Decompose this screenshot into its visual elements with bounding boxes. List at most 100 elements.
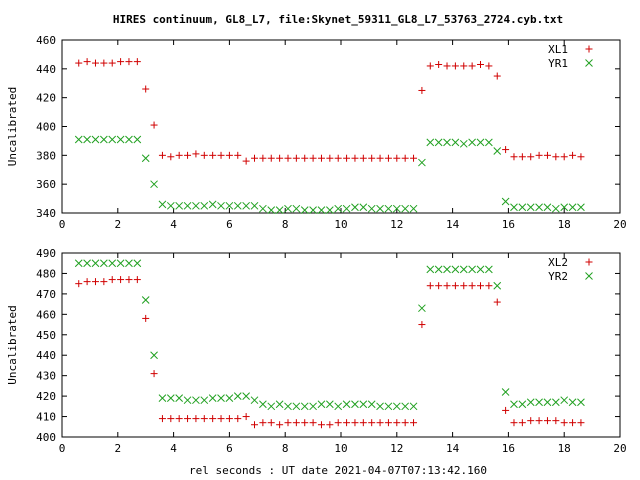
data-point <box>158 415 166 423</box>
data-point <box>225 415 233 423</box>
data-point <box>158 200 167 209</box>
data-point <box>325 400 334 409</box>
data-point <box>309 154 317 162</box>
data-point <box>468 265 476 274</box>
data-point <box>133 58 141 66</box>
data-point <box>99 259 108 268</box>
data-point <box>166 394 175 403</box>
data-point <box>535 203 543 212</box>
data-point <box>251 421 259 429</box>
data-point <box>108 59 116 67</box>
data-point <box>267 402 276 411</box>
data-point <box>125 58 133 66</box>
data-point <box>225 151 233 159</box>
data-point <box>502 406 510 414</box>
data-point <box>560 203 569 212</box>
legend-label: XL2 <box>548 256 568 269</box>
x-tick-label: 18 <box>558 442 571 455</box>
data-point <box>409 402 418 411</box>
data-point <box>393 419 401 427</box>
data-point <box>577 153 585 161</box>
data-point <box>284 419 292 427</box>
data-point <box>175 415 183 423</box>
data-point <box>142 85 150 93</box>
data-point <box>443 282 451 290</box>
x-tick-label: 0 <box>59 218 66 231</box>
data-point <box>284 402 292 411</box>
data-point <box>435 61 443 69</box>
data-point <box>150 121 158 129</box>
data-point <box>569 151 577 159</box>
plot-2: 0 2 4 6 8 10 12 14 16 18 20 400 410 420 430 440 450 460 47… <box>6 247 627 455</box>
data-point <box>501 388 510 396</box>
data-point <box>568 203 577 212</box>
data-point <box>535 151 543 159</box>
data-point <box>192 201 200 210</box>
data-point <box>251 154 259 162</box>
data-point <box>317 421 325 429</box>
data-point <box>501 197 510 206</box>
data-point <box>259 400 267 409</box>
data-point <box>116 135 125 144</box>
data-point <box>460 62 468 70</box>
x-tick-label: 12 <box>390 218 403 231</box>
y-tick-label: 340 <box>36 207 56 220</box>
data-point <box>551 204 560 213</box>
data-point <box>259 419 267 427</box>
data-point <box>459 265 468 274</box>
data-point <box>242 413 250 421</box>
x-tick-label: 14 <box>446 442 460 455</box>
data-point <box>117 58 125 66</box>
data-point <box>158 151 166 159</box>
data-point <box>418 321 426 329</box>
data-point <box>384 419 392 427</box>
data-point <box>535 417 543 425</box>
data-point <box>351 154 359 162</box>
data-point <box>184 151 192 159</box>
data-point <box>175 394 184 403</box>
data-point <box>510 419 518 427</box>
data-point <box>208 394 217 403</box>
data-point <box>208 200 217 209</box>
data-point <box>141 154 150 163</box>
data-point <box>518 153 526 161</box>
y-axis-label: Uncalibrated <box>6 87 19 166</box>
data-point <box>518 400 527 409</box>
data-point <box>326 154 334 162</box>
data-point <box>368 419 376 427</box>
data-point <box>510 400 518 409</box>
y-tick-label: 430 <box>36 370 56 383</box>
data-point <box>518 419 526 427</box>
data-point <box>125 135 133 144</box>
data-point <box>459 139 468 148</box>
data-point <box>250 396 259 405</box>
data-point <box>292 402 301 411</box>
data-point <box>267 419 275 427</box>
data-point <box>410 419 418 427</box>
data-point <box>543 417 551 425</box>
y-tick-label: 420 <box>36 92 56 105</box>
data-point <box>577 419 585 427</box>
x-tick-label: 10 <box>334 442 347 455</box>
data-point <box>300 206 309 214</box>
data-point <box>351 419 359 427</box>
data-point <box>334 154 342 162</box>
legend-label: YR2 <box>548 270 568 283</box>
data-point <box>108 135 117 144</box>
x-tick-label: 12 <box>390 442 403 455</box>
data-point <box>334 419 342 427</box>
data-point <box>527 153 535 161</box>
data-point <box>434 265 443 274</box>
data-point <box>342 204 351 213</box>
data-point <box>384 402 393 411</box>
data-point <box>267 154 275 162</box>
data-point <box>451 282 459 290</box>
data-point <box>552 417 560 425</box>
data-point <box>418 158 426 167</box>
data-point <box>343 419 351 427</box>
data-point <box>200 396 209 405</box>
data-point <box>167 153 175 161</box>
data-point <box>225 201 234 210</box>
data-point <box>75 59 83 67</box>
